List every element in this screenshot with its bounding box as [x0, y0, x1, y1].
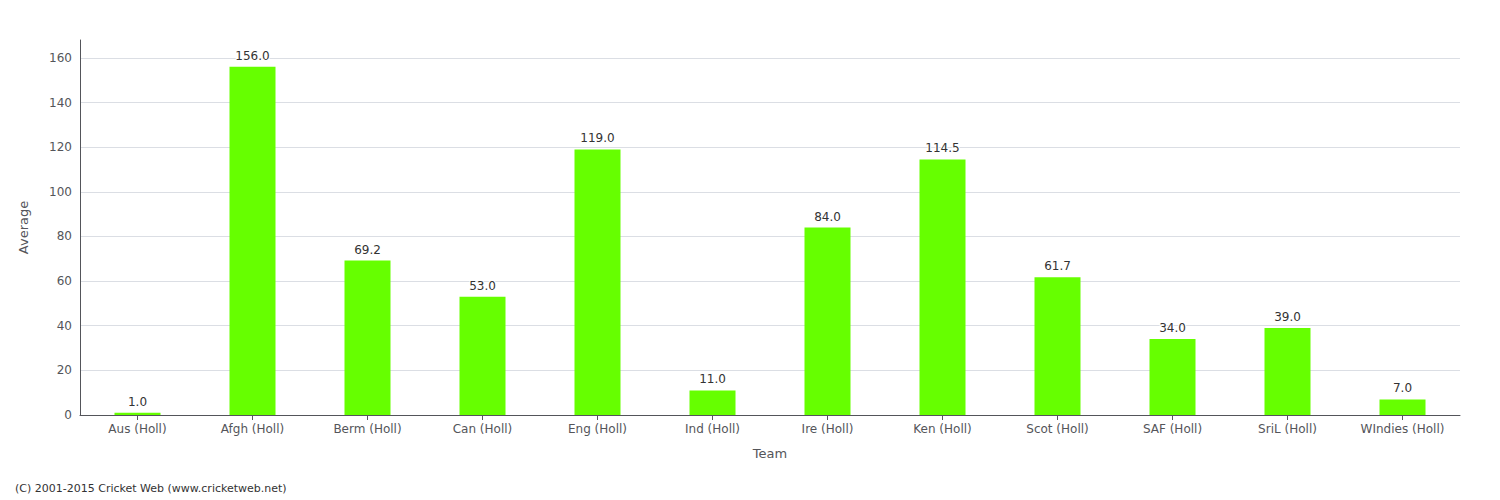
svg-text:84.0: 84.0	[814, 210, 841, 224]
svg-text:69.2: 69.2	[354, 243, 381, 257]
svg-text:7.0: 7.0	[1393, 381, 1412, 395]
svg-text:Berm (Holl): Berm (Holl)	[333, 422, 401, 436]
svg-text:119.0: 119.0	[580, 131, 614, 145]
svg-text:34.0: 34.0	[1159, 321, 1186, 335]
svg-text:SriL (Holl): SriL (Holl)	[1258, 422, 1317, 436]
svg-text:140: 140	[49, 96, 72, 110]
svg-text:Ken (Holl): Ken (Holl)	[913, 422, 971, 436]
svg-text:Ind (Holl): Ind (Holl)	[685, 422, 740, 436]
svg-text:Eng (Holl): Eng (Holl)	[568, 422, 627, 436]
svg-text:39.0: 39.0	[1274, 310, 1301, 324]
svg-text:(C) 2001-2015 Cricket Web (www: (C) 2001-2015 Cricket Web (www.cricketwe…	[15, 482, 287, 495]
svg-text:156.0: 156.0	[235, 49, 269, 63]
svg-text:SAF (Holl): SAF (Holl)	[1143, 422, 1202, 436]
svg-text:Team: Team	[752, 446, 787, 461]
svg-text:0: 0	[64, 408, 72, 422]
svg-text:61.7: 61.7	[1044, 259, 1071, 273]
svg-text:160: 160	[49, 51, 72, 65]
svg-text:20: 20	[57, 363, 72, 377]
svg-text:Average: Average	[16, 201, 31, 254]
svg-text:100: 100	[49, 185, 72, 199]
svg-text:Aus (Holl): Aus (Holl)	[108, 422, 166, 436]
svg-text:Scot (Holl): Scot (Holl)	[1026, 422, 1088, 436]
svg-text:60: 60	[57, 274, 72, 288]
svg-text:80: 80	[57, 229, 72, 243]
svg-text:11.0: 11.0	[699, 372, 726, 386]
svg-text:120: 120	[49, 140, 72, 154]
svg-text:1.0: 1.0	[128, 395, 147, 409]
svg-text:Ire (Holl): Ire (Holl)	[802, 422, 854, 436]
svg-text:WIndies (Holl): WIndies (Holl)	[1361, 422, 1445, 436]
svg-text:53.0: 53.0	[469, 279, 496, 293]
svg-text:114.5: 114.5	[925, 141, 959, 155]
svg-text:40: 40	[57, 319, 72, 333]
svg-text:Can (Holl): Can (Holl)	[453, 422, 513, 436]
svg-text:Afgh (Holl): Afgh (Holl)	[221, 422, 284, 436]
